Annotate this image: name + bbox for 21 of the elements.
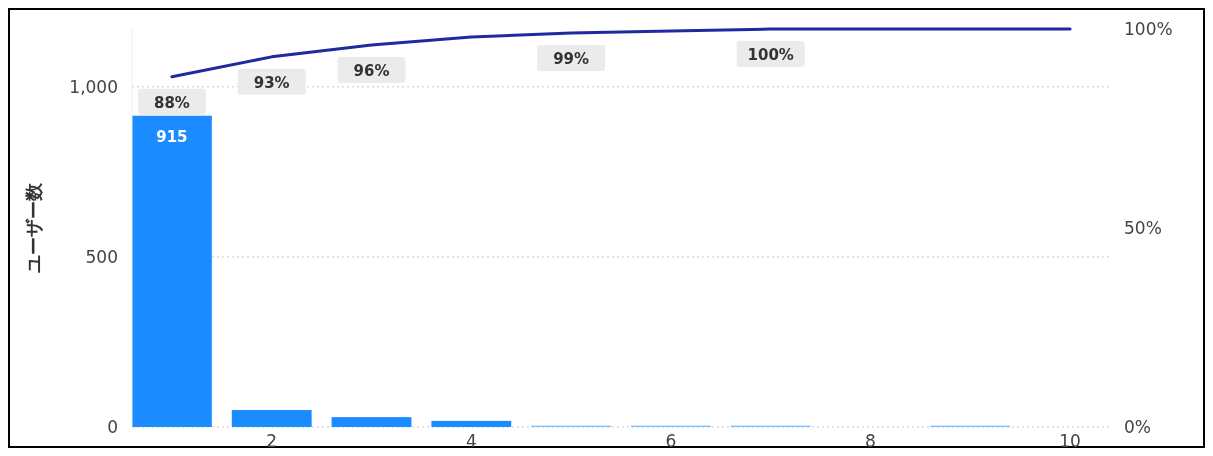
bar [431, 420, 512, 427]
y2-tick-label: 0% [1124, 417, 1151, 437]
bar [331, 417, 412, 427]
data-label: 100% [747, 46, 794, 64]
data-label: 99% [553, 49, 590, 68]
x-tick-label: 4 [465, 431, 477, 451]
bar [231, 409, 312, 427]
y2-tick-label: 100% [1124, 19, 1173, 39]
x-tick-label: 10 [1059, 431, 1081, 451]
y-axis-title: ユーザー数 [23, 182, 44, 273]
x-tick-label: 6 [665, 431, 677, 451]
x-tick-label: 8 [865, 431, 876, 451]
y2-tick-label: 50% [1124, 218, 1162, 238]
y-tick-label: 1,000 [69, 76, 118, 97]
data-label: 88% [153, 93, 190, 112]
x-tick-label: 2 [266, 431, 278, 451]
data-label: 93% [253, 73, 290, 92]
data-label: 96% [353, 61, 390, 80]
data-label: 915 [156, 127, 188, 146]
y-tick-label: 500 [85, 246, 118, 267]
y-tick-label: 0 [107, 417, 118, 437]
